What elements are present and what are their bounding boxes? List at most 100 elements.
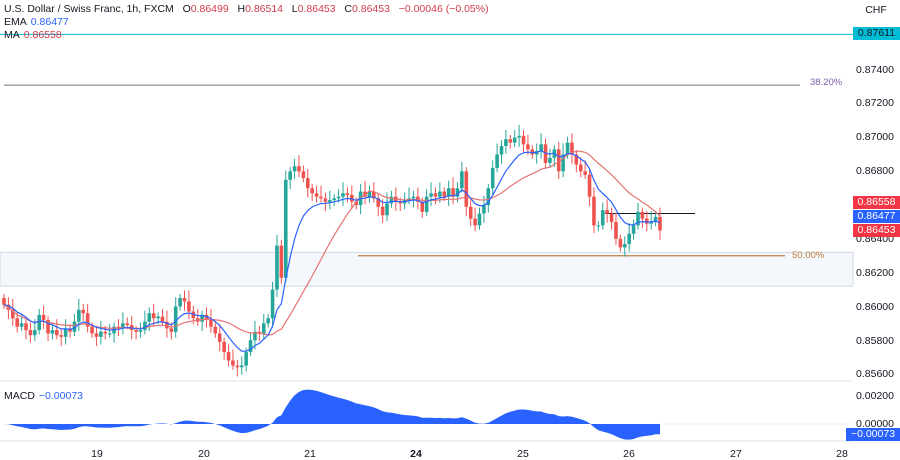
candle-body: [151, 313, 156, 319]
candle-body: [548, 157, 552, 163]
ema-value: 0.86477: [30, 16, 69, 28]
candle-body: [261, 323, 266, 334]
candle-body: [319, 196, 323, 199]
time-label: 27: [730, 448, 742, 460]
support-zone: [0, 251, 854, 287]
candle-body: [420, 201, 425, 212]
candle-body: [512, 137, 517, 143]
candle-body: [345, 193, 350, 195]
ma-line: [3, 150, 661, 336]
candle-body: [350, 194, 354, 202]
candle-body: [367, 191, 372, 197]
candle-body: [270, 289, 275, 319]
candle-body: [85, 313, 90, 327]
candle-body: [314, 193, 319, 197]
candle-body: [495, 154, 499, 168]
candle-body: [191, 311, 196, 319]
candle-body: [305, 178, 310, 189]
candle-body: [28, 330, 33, 336]
price-tick: 0.86000: [856, 301, 894, 313]
candle-body: [204, 314, 209, 320]
candle-body: [482, 205, 486, 214]
symbol-title: U.S. Dollar / Swiss Franc, 1h, FXCM: [4, 3, 174, 15]
candle-body: [631, 225, 636, 234]
candle-body: [173, 306, 178, 332]
price-tick: 0.86200: [856, 267, 894, 279]
candle-body: [222, 341, 226, 353]
candle-body: [521, 135, 526, 145]
price-tick: 0.87400: [856, 64, 894, 76]
candle-body: [622, 243, 627, 248]
time-label: 26: [623, 448, 635, 460]
candle-body: [323, 198, 328, 202]
symbol-legend: U.S. Dollar / Swiss Franc, 1h, FXCM O0.8…: [4, 3, 489, 16]
candle-body: [442, 191, 447, 197]
open-value: 0.86499: [190, 3, 229, 15]
macd-tick: 0.00200: [856, 390, 894, 402]
candle-body: [609, 213, 614, 223]
candle-body: [332, 198, 337, 201]
ma-value: 0.86558: [23, 29, 62, 41]
candle-body: [99, 331, 103, 337]
candle-body: [50, 330, 55, 334]
candle-body: [165, 321, 169, 329]
candle-body: [160, 316, 165, 322]
candle-body: [134, 330, 138, 332]
candle-body: [239, 365, 244, 368]
ema-line: [3, 150, 661, 352]
candle-body: [182, 298, 187, 302]
candle-body: [372, 191, 376, 199]
candle-body: [275, 245, 279, 290]
candle-body: [90, 326, 94, 334]
currency-button[interactable]: CHF: [856, 2, 896, 19]
candle-body: [94, 333, 99, 337]
candle-body: [327, 200, 332, 202]
candle-body: [297, 166, 301, 172]
candle-body: [11, 309, 15, 319]
candle-body: [526, 144, 530, 150]
candle-body: [376, 198, 381, 207]
candle-body: [640, 211, 645, 219]
candle-body: [292, 166, 297, 172]
candle-body: [486, 188, 491, 206]
price-tick: 0.87000: [856, 131, 894, 143]
ema-legend[interactable]: EMA 0.86477: [4, 16, 69, 29]
candle-body: [235, 365, 240, 368]
candle-body: [587, 174, 592, 197]
candle-body: [24, 323, 28, 331]
candle-body: [143, 321, 147, 331]
ma-price-tag: 0.86558: [853, 196, 900, 209]
high-label: H: [237, 3, 246, 15]
candle-body: [169, 328, 174, 332]
candle-body: [213, 326, 218, 334]
candle-body: [72, 321, 77, 332]
candle-body: [508, 139, 513, 143]
candle-body: [200, 314, 204, 322]
candle-body: [600, 210, 605, 226]
candle-body: [125, 323, 130, 326]
candle-body: [438, 191, 442, 197]
macd-value-tag: −0.00073: [846, 428, 900, 441]
time-label: 28: [836, 448, 848, 460]
low-label: L: [291, 3, 298, 15]
time-label: 20: [198, 448, 210, 460]
close-value: 0.86453: [351, 3, 390, 15]
candle-body: [504, 139, 508, 147]
candle-body: [156, 316, 160, 319]
candle-body: [614, 222, 618, 239]
candle-body: [517, 135, 521, 138]
candle-body: [653, 216, 658, 223]
candle-body: [107, 333, 112, 335]
macd-legend[interactable]: MACD −0.00073: [4, 390, 83, 403]
candle-body: [565, 142, 570, 155]
candle-body: [649, 222, 653, 224]
candle-body: [433, 193, 438, 197]
time-label: 24: [410, 448, 422, 460]
candle-body: [121, 323, 125, 329]
candle-body: [455, 188, 460, 197]
candle-body: [37, 314, 42, 331]
ma-legend[interactable]: MA 0.86558: [4, 29, 62, 42]
candle-body: [561, 154, 565, 172]
candle-body: [41, 314, 46, 320]
